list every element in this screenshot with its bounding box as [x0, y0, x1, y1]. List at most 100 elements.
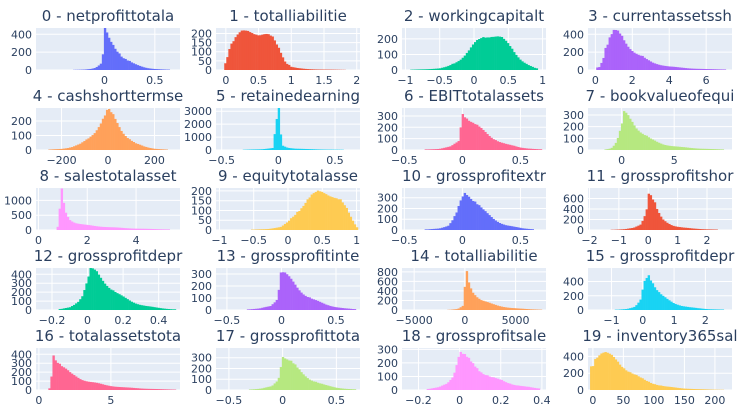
- histogram-bar: [159, 389, 162, 390]
- histogram-bar: [335, 307, 338, 310]
- y-tick-label: 400: [11, 268, 32, 281]
- histogram-bar: [488, 215, 491, 230]
- histogram-bar: [449, 146, 452, 150]
- histogram-bar: [651, 139, 655, 150]
- histogram-bar: [292, 148, 295, 150]
- histogram-bar: [694, 228, 698, 230]
- histogram-bar: [684, 388, 688, 390]
- histogram-bar: [635, 374, 638, 390]
- histogram-bar: [285, 222, 289, 230]
- histogram-bar: [465, 118, 469, 150]
- histogram-bar: [285, 147, 289, 150]
- histogram-bar: [680, 146, 683, 150]
- histogram-bar: [709, 309, 712, 310]
- histogram-bar: [707, 148, 710, 150]
- histogram-bar: [281, 145, 285, 150]
- histogram-bar: [320, 191, 324, 230]
- histogram-bar: [269, 386, 272, 390]
- histogram-bar: [149, 68, 152, 70]
- histogram-bar: [246, 309, 250, 310]
- histogram-bar: [108, 37, 111, 70]
- histogram-bar: [637, 302, 640, 310]
- histogram-bar: [83, 224, 86, 230]
- histogram-bar: [699, 148, 702, 150]
- histogram-bar: [95, 382, 99, 390]
- x-tick-label: 0.5: [146, 74, 164, 87]
- histogram-bar: [707, 389, 710, 390]
- histogram-bar: [97, 274, 101, 310]
- histogram-bar: [101, 118, 105, 150]
- histogram-bar: [66, 216, 70, 230]
- histogram-bar: [618, 364, 622, 390]
- histogram-bar: [261, 34, 264, 70]
- histogram-bar: [105, 285, 109, 310]
- histogram-bar: [529, 309, 532, 310]
- histogram-bar: [349, 389, 353, 390]
- histogram-bar: [418, 69, 421, 70]
- panel-title: 0 - netprofittotala: [42, 7, 174, 25]
- histogram-bar: [134, 388, 138, 390]
- histogram-bar: [136, 304, 140, 310]
- histogram-bar: [331, 306, 334, 310]
- histogram-bar: [502, 381, 506, 390]
- histogram-bar: [447, 382, 450, 390]
- histogram-bar: [504, 307, 508, 310]
- histogram-bar: [688, 307, 692, 310]
- histogram-bar: [709, 148, 712, 150]
- histogram-bar: [263, 148, 266, 150]
- histogram-bar: [686, 388, 690, 390]
- histogram-bar: [89, 225, 92, 230]
- histogram-bar: [523, 386, 526, 390]
- panel-title: 5 - retainedearning: [216, 87, 360, 105]
- histogram-bar: [58, 208, 61, 230]
- histogram-bar: [110, 227, 113, 230]
- histogram-bar: [300, 208, 303, 230]
- histogram-bar: [692, 228, 696, 230]
- histogram-bar: [118, 127, 121, 150]
- histogram-bar: [639, 55, 642, 70]
- panel-title: 19 - inventory365sal: [582, 327, 737, 345]
- histogram-bar: [261, 229, 264, 230]
- histogram-bar: [434, 228, 438, 230]
- histogram-bar: [302, 148, 305, 150]
- histogram-bar: [519, 308, 522, 310]
- histogram-bars: [250, 190, 359, 230]
- histogram-bar: [608, 148, 611, 150]
- x-tick-label: 0.5: [327, 314, 345, 327]
- histogram-bar: [622, 229, 626, 230]
- histogram-bar: [151, 68, 154, 70]
- histogram-bar: [312, 299, 316, 310]
- histogram-bar: [474, 366, 477, 390]
- histogram-bar: [308, 379, 311, 390]
- histogram-bar: [77, 144, 80, 150]
- histogram-bar: [511, 145, 514, 150]
- histogram-bar: [451, 220, 454, 230]
- histogram-bar: [120, 295, 123, 310]
- histogram-bar: [333, 197, 336, 230]
- histogram-bar: [668, 66, 671, 70]
- histogram-bar: [436, 148, 440, 150]
- histogram-bar: [145, 67, 148, 70]
- histogram-bar: [471, 292, 475, 310]
- histogram-bar: [474, 201, 477, 230]
- histogram-bar: [441, 385, 444, 390]
- histogram-bar: [157, 389, 160, 390]
- histogram-bar: [525, 148, 528, 150]
- histogram-bar: [124, 228, 127, 230]
- y-tick-label: 400: [563, 350, 584, 363]
- histogram-bar: [662, 144, 665, 150]
- histogram-bar: [353, 309, 357, 310]
- histogram-bar: [325, 194, 328, 230]
- histogram-bar: [277, 108, 281, 150]
- y-tick-label: 50: [198, 55, 212, 68]
- histogram-bar: [633, 227, 636, 230]
- histogram-bar: [625, 112, 628, 150]
- histogram-bar: [294, 364, 297, 390]
- histogram-bar: [110, 386, 113, 390]
- histogram-bar: [318, 149, 322, 150]
- histogram-bar: [680, 388, 683, 390]
- histogram-bar: [73, 222, 76, 230]
- histogram-bar: [142, 305, 146, 310]
- histogram-bar: [692, 148, 696, 150]
- histogram-bar: [161, 308, 164, 310]
